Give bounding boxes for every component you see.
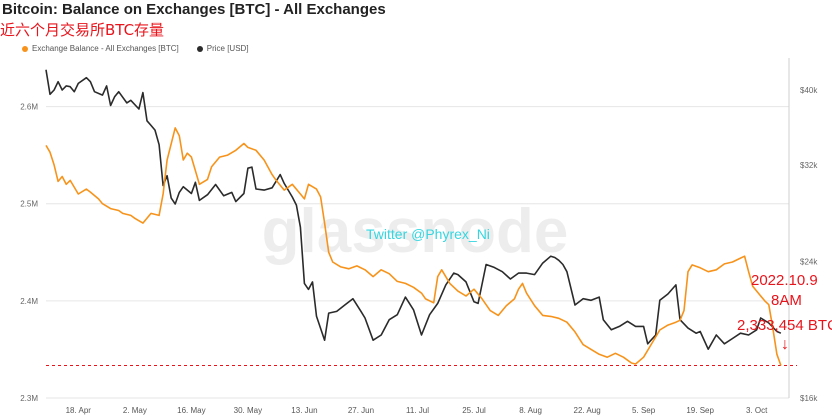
chart-title: Bitcoin: Balance on Exchanges [BTC] - Al… <box>2 1 386 18</box>
right-axis-tick-label: $40k <box>800 86 818 95</box>
legend-item-balance[interactable]: Exchange Balance - All Exchanges [BTC] <box>22 44 179 53</box>
x-axis-tick-label: 30. May <box>234 406 262 415</box>
annotation-value: 2,333,454 BTC <box>737 317 832 334</box>
x-axis-tick-label: 3. Oct <box>746 406 768 415</box>
left-axis-tick-label: 2.6M <box>20 103 38 112</box>
x-axis-tick-label: 27. Jun <box>348 406 374 415</box>
gridlines <box>46 58 790 399</box>
left-axis-tick-label: 2.3M <box>20 394 38 403</box>
x-axis-tick-label: 2. May <box>123 406 147 415</box>
twitter-watermark: Twitter @Phyrex_Ni <box>366 226 490 242</box>
price-legend-dot <box>196 45 203 52</box>
price-series-line <box>45 69 782 350</box>
x-axis-tick-label: 11. Jul <box>406 406 429 415</box>
x-axis-tick-label: 8. Aug <box>519 406 542 415</box>
x-axis-tick-label: 5. Sep <box>632 406 656 415</box>
right-axis-tick-label: $16k <box>800 394 818 403</box>
right-axis-tick-label: $32k <box>800 161 818 170</box>
annotation-date: 2022.10.9 <box>751 272 818 289</box>
legend: Exchange Balance - All Exchanges [BTC] P… <box>22 44 249 53</box>
x-axis-tick-label: 13. Jun <box>291 406 317 415</box>
legend-label-balance: Exchange Balance - All Exchanges [BTC] <box>32 44 179 53</box>
x-axis-tick-label: 25. Jul <box>462 406 486 415</box>
chart-subtitle: 近六个月交易所BTC存量 <box>0 21 165 39</box>
x-axis-tick-label: 19. Sep <box>686 406 714 415</box>
x-axis-tick-label: 22. Aug <box>574 406 601 415</box>
balance-legend-dot <box>22 45 28 52</box>
x-axis-labels: 18. Apr 2. May 16. May 30. May 13. Jun 27. Ju… <box>66 406 769 415</box>
legend-item-price[interactable]: Price [USD] <box>196 44 249 53</box>
right-axis-labels: $16k $24k $32k $40k <box>800 86 818 403</box>
annotation-time: 8AM <box>771 292 802 309</box>
x-axis-tick-label: 16. May <box>177 406 205 415</box>
watermark-text: glassnode <box>262 197 569 266</box>
left-axis-tick-label: 2.5M <box>20 200 38 209</box>
balance-series-line <box>45 127 782 366</box>
x-axis-tick-label: 18. Apr <box>66 406 92 415</box>
right-axis-tick-label: $24k <box>800 258 818 267</box>
legend-label-price: Price [USD] <box>206 44 249 53</box>
left-axis-labels: 2.3M 2.4M 2.5M 2.6M <box>20 103 38 403</box>
left-axis-tick-label: 2.4M <box>20 297 38 306</box>
annotation-arrow: ↓ <box>781 336 789 353</box>
